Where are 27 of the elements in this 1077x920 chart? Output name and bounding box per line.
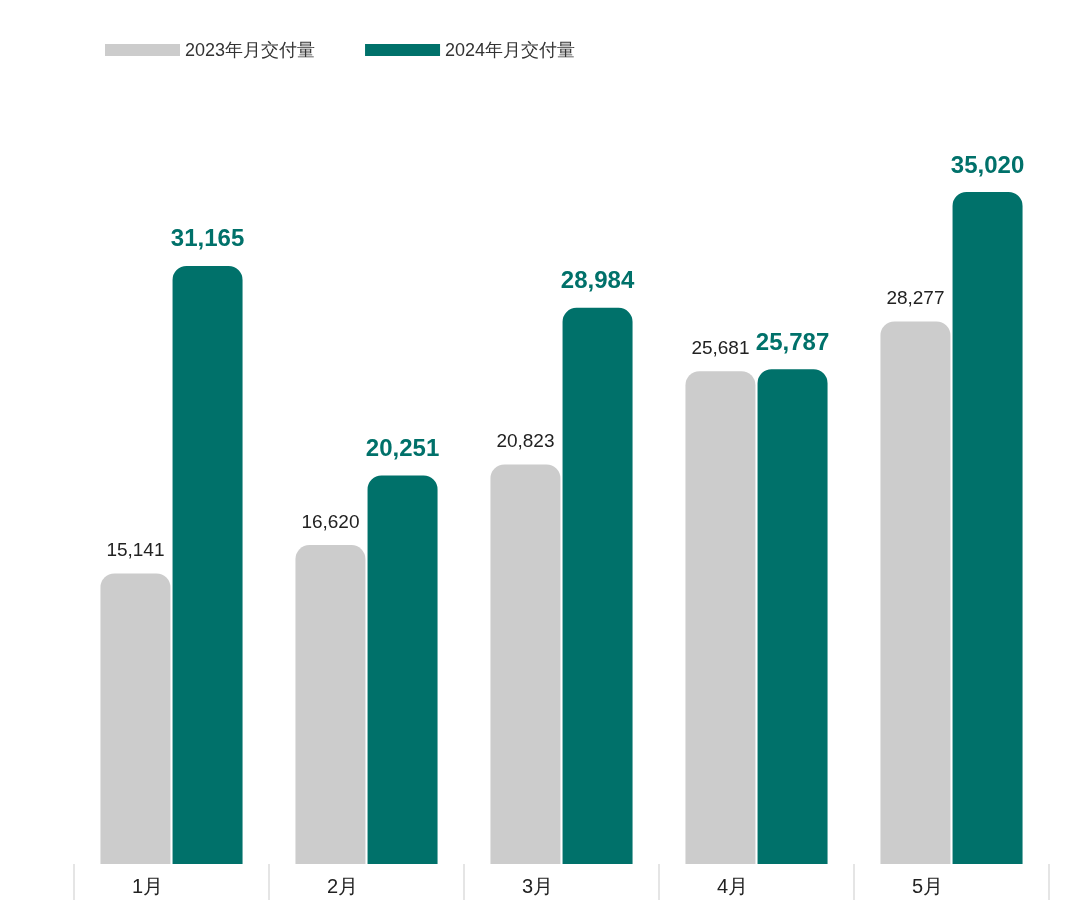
x-tick-label: 4月 xyxy=(716,875,749,897)
data-label: 28,277 xyxy=(886,287,945,309)
data-label: 20,823 xyxy=(496,430,555,452)
bar xyxy=(880,321,951,864)
data-label: 31,165 xyxy=(170,224,245,252)
x-tick-label: 2月 xyxy=(326,875,359,897)
data-label: 15,141 xyxy=(106,539,165,561)
x-tick-label: 3月 xyxy=(521,875,554,897)
bar xyxy=(562,307,633,864)
legend-label: 2024年月交付量 xyxy=(445,40,576,60)
bar xyxy=(685,371,756,864)
bar xyxy=(490,464,561,864)
data-label: 25,681 xyxy=(691,337,750,359)
x-tick-label: 1月 xyxy=(131,875,164,897)
bar xyxy=(952,192,1023,864)
bar xyxy=(100,573,171,864)
x-tick-label: 5月 xyxy=(911,875,944,897)
data-label: 16,620 xyxy=(301,511,360,533)
data-label: 20,251 xyxy=(365,433,440,461)
data-label: 25,787 xyxy=(755,327,830,355)
data-label: 35,020 xyxy=(950,150,1025,178)
bar xyxy=(367,475,438,864)
bar xyxy=(295,545,366,864)
data-label: 28,984 xyxy=(560,266,635,294)
legend-label: 2023年月交付量 xyxy=(185,40,316,60)
bar xyxy=(757,369,828,864)
bar xyxy=(172,265,243,864)
